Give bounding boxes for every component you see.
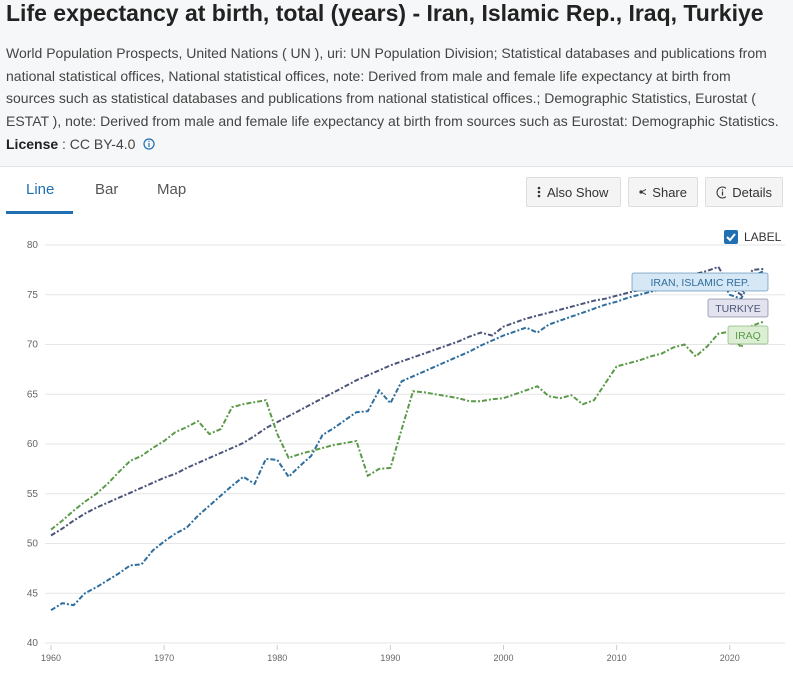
chart: 40 45 50 55 60 65 70 75 80 1960 1970 1980 1990 2000 20… (27, 240, 785, 663)
series-line (50, 270, 765, 612)
tab-underline (6, 211, 73, 214)
y-tick-label: 40 (27, 638, 39, 649)
x-tick-label: 1960 (41, 653, 61, 663)
header-background (0, 0, 793, 166)
y-tick-label: 80 (27, 240, 39, 251)
series-label: IRAQ (735, 330, 761, 342)
series-label-box (631, 272, 769, 292)
icon (716, 186, 727, 198)
label-toggle[interactable]: LABEL (724, 230, 781, 244)
series-label: IRAN, ISLAMIC REP. (650, 277, 749, 289)
series-line (50, 320, 765, 531)
license: License : CC BY-4.0 (6, 136, 155, 152)
button-label: Also Show (547, 184, 609, 200)
y-tick-label: 65 (27, 389, 39, 400)
page-title: Life expectancy at birth, total (years) … (6, 0, 764, 26)
series-line (50, 265, 764, 537)
also-show-button[interactable]: Also Show (526, 177, 621, 207)
y-tick-label: 50 (27, 539, 39, 550)
y-tick-label: 70 (27, 340, 39, 351)
x-tick-label: 2020 (720, 653, 740, 663)
x-tick-label: 1980 (267, 653, 287, 663)
checkbox[interactable] (724, 230, 738, 244)
chart-card: Line Bar Map Also Show Share Details LAB… (0, 166, 793, 687)
x-tick-label: 1970 (154, 653, 174, 663)
toggle-label: LABEL (744, 230, 782, 244)
license-label: License (6, 136, 59, 152)
series-label-box (727, 325, 769, 345)
series-label-box (707, 298, 769, 318)
details-button[interactable]: Details (705, 177, 783, 207)
button-label: Details (732, 184, 772, 200)
y-tick-label: 75 (27, 290, 39, 301)
x-tick-label: 2010 (607, 653, 627, 663)
share-button[interactable]: Share (628, 177, 698, 207)
icon (537, 186, 541, 198)
y-tick-label: 55 (27, 489, 39, 500)
tab-map[interactable]: Map (157, 181, 187, 198)
series-label: TURKIYE (715, 303, 761, 315)
x-tick-label: 2000 (493, 653, 513, 663)
x-tick-label: 1990 (380, 653, 400, 663)
license-value: : CC BY-4.0 (62, 136, 136, 152)
y-tick-label: 45 (27, 588, 39, 599)
description: World Population Prospects, United Natio… (6, 45, 779, 129)
y-tick-label: 60 (27, 439, 39, 450)
icon (639, 188, 647, 196)
tab-bar[interactable]: Bar (95, 181, 119, 198)
info-icon[interactable] (143, 138, 155, 150)
tab-line[interactable]: Line (26, 181, 55, 198)
button-label: Share (652, 184, 687, 200)
